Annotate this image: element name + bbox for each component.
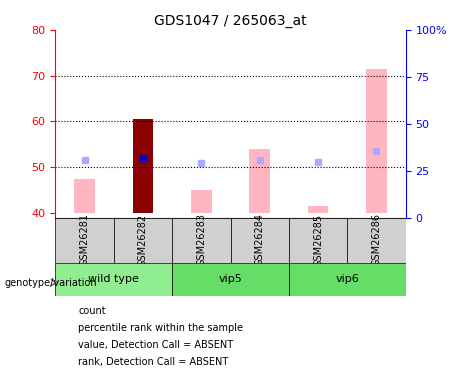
FancyBboxPatch shape [114, 217, 172, 262]
FancyBboxPatch shape [172, 262, 289, 296]
Text: GSM26284: GSM26284 [254, 213, 265, 267]
FancyBboxPatch shape [172, 217, 230, 262]
Bar [249, 149, 270, 213]
Bar [133, 119, 153, 213]
Bar [74, 178, 95, 213]
Title: GDS1047 / 265063_at: GDS1047 / 265063_at [154, 13, 307, 28]
Text: vip6: vip6 [336, 274, 359, 284]
FancyBboxPatch shape [347, 217, 406, 262]
FancyBboxPatch shape [55, 262, 172, 296]
Text: value, Detection Call = ABSENT: value, Detection Call = ABSENT [78, 340, 233, 350]
Bar [191, 190, 212, 213]
Text: rank, Detection Call = ABSENT: rank, Detection Call = ABSENT [78, 357, 229, 367]
FancyBboxPatch shape [289, 262, 406, 296]
Text: count: count [78, 306, 106, 316]
Bar [308, 206, 328, 213]
Text: vip5: vip5 [219, 274, 242, 284]
FancyBboxPatch shape [289, 217, 347, 262]
FancyBboxPatch shape [230, 217, 289, 262]
Text: GSM26282: GSM26282 [138, 213, 148, 267]
Text: genotype/variation: genotype/variation [5, 278, 97, 288]
Text: GSM26285: GSM26285 [313, 213, 323, 267]
FancyBboxPatch shape [55, 217, 114, 262]
Text: wild type: wild type [88, 274, 139, 284]
Text: GSM26283: GSM26283 [196, 213, 207, 267]
Text: percentile rank within the sample: percentile rank within the sample [78, 323, 243, 333]
Text: GSM26281: GSM26281 [79, 213, 89, 267]
Text: GSM26286: GSM26286 [372, 213, 382, 267]
Bar [366, 69, 387, 213]
